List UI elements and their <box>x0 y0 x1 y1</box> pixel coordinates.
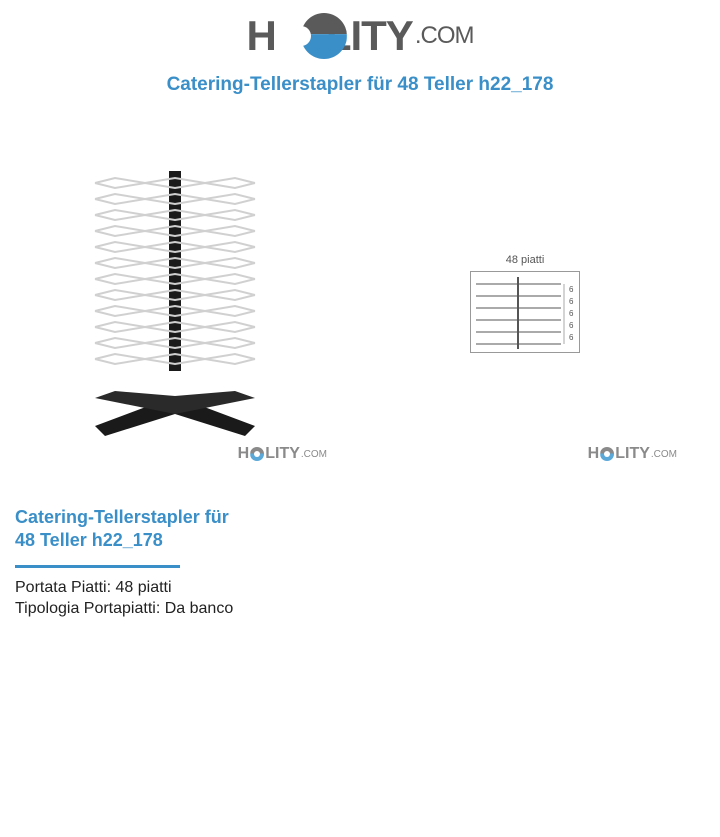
diagram-image: 48 piatti 6 6 6 6 6 H <box>365 141 685 471</box>
header: H LITY .COM Catering-Tellerstapler für 4… <box>0 0 720 96</box>
svg-text:6: 6 <box>569 321 574 330</box>
watermark-h: H <box>238 445 250 463</box>
spec-row-1: Tipologia Portapiatti: Da banco <box>15 599 705 620</box>
svg-text:6: 6 <box>569 309 574 318</box>
watermark-circle-icon-2 <box>600 447 614 461</box>
watermark-com-2: .COM <box>651 449 677 460</box>
details-title: Catering-Tellerstapler für 48 Teller h22… <box>15 506 245 553</box>
spec-row-0: Portata Piatti: 48 piatti <box>15 578 705 599</box>
spec-value-1: Da banco <box>165 600 234 617</box>
logo-text-h: H <box>246 12 275 60</box>
images-row: H LITY .COM 48 piatti 6 6 <box>0 141 720 471</box>
plate-stacker-icon <box>75 166 275 446</box>
watermark-lity: LITY <box>265 445 300 463</box>
product-image: H LITY .COM <box>15 141 335 471</box>
brand-logo: H LITY .COM <box>246 12 473 60</box>
stacker-base-icon <box>75 386 275 446</box>
watermark-logo: H LITY .COM <box>238 445 327 463</box>
svg-text:6: 6 <box>569 333 574 342</box>
title-underline <box>15 565 180 568</box>
spec-label-1: Tipologia Portapiatti <box>15 600 156 617</box>
logo-text-com: .COM <box>415 22 474 50</box>
details-section: Catering-Tellerstapler für 48 Teller h22… <box>0 491 720 634</box>
watermark-h-2: H <box>588 445 600 463</box>
watermark-lity-2: LITY <box>615 445 650 463</box>
watermark-logo-2: H LITY .COM <box>588 445 677 463</box>
logo-circle-icon <box>278 13 324 59</box>
svg-text:6: 6 <box>569 297 574 306</box>
spec-value-0: 48 piatti <box>116 579 172 596</box>
spec-label-0: Portata Piatti <box>15 579 107 596</box>
diagram-label: 48 piatti <box>470 254 580 266</box>
product-title: Catering-Tellerstapler für 48 Teller h22… <box>0 74 720 96</box>
watermark-circle-icon <box>250 447 264 461</box>
diagram-svg: 6 6 6 6 6 <box>470 271 580 353</box>
watermark-com: .COM <box>301 449 327 460</box>
svg-text:6: 6 <box>569 285 574 294</box>
